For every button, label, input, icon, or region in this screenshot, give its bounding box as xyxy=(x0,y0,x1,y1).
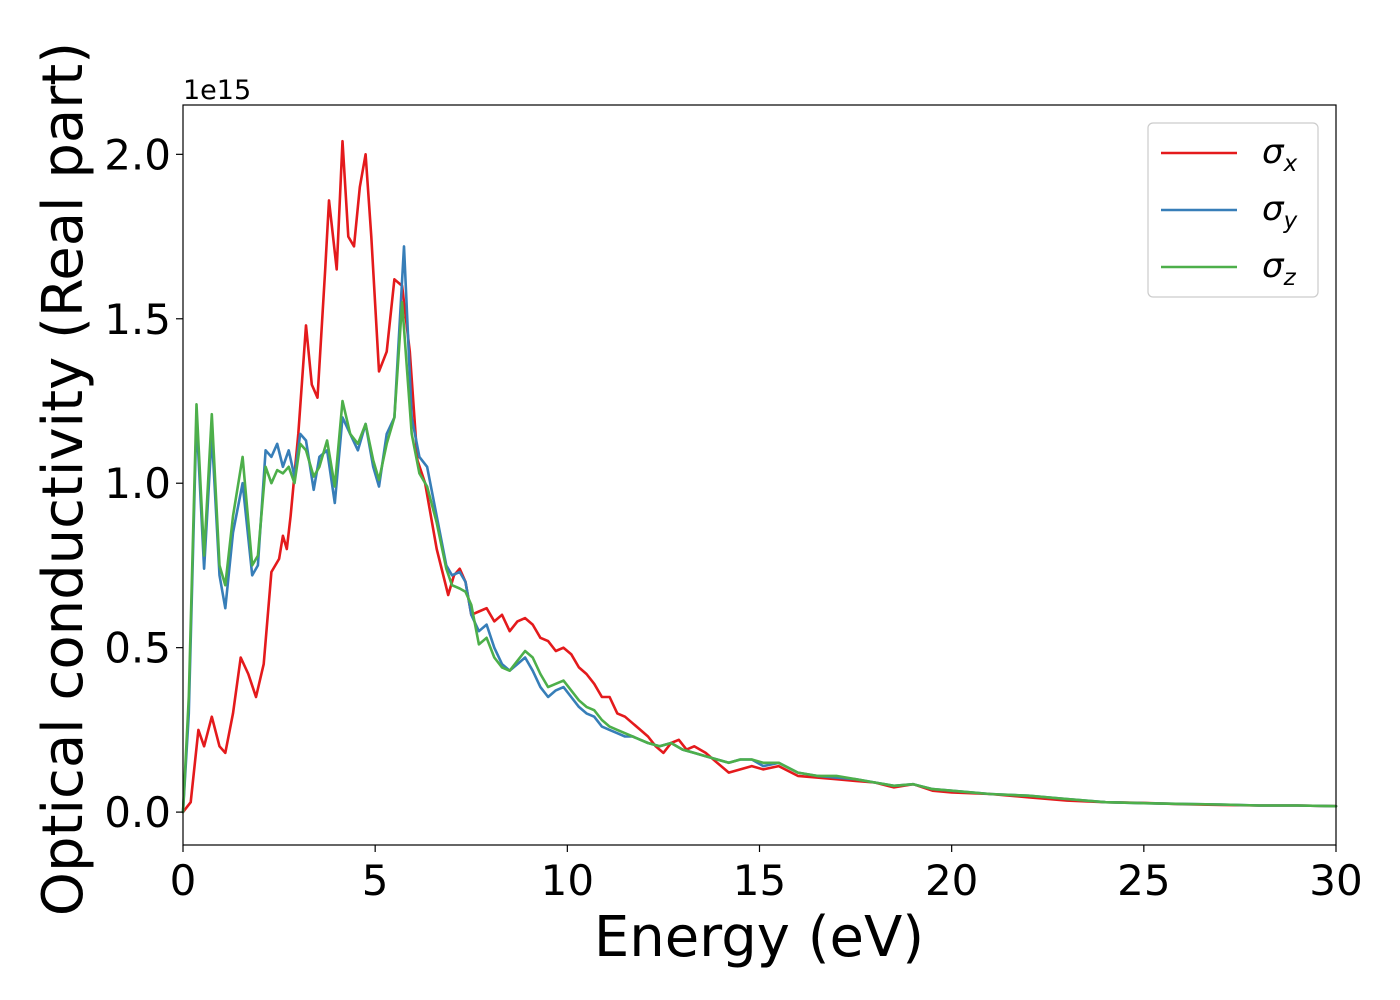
x-tick-label: 10 xyxy=(541,856,594,905)
y-axis-ticks: 0.0 0.5 1.0 1.5 2.0 xyxy=(104,130,183,837)
x-tick-label: 20 xyxy=(925,856,978,905)
y-tick-label: 1.0 xyxy=(104,459,171,508)
y-tick-label: 1.5 xyxy=(104,295,171,344)
x-axis-label: Energy (eV) xyxy=(594,905,924,970)
x-tick-label: 30 xyxy=(1309,856,1362,905)
y-offset-text: 1e15 xyxy=(183,75,251,106)
legend-label-x: σx xyxy=(1262,132,1298,177)
x-axis-ticks: 0 5 10 15 20 25 30 xyxy=(170,845,1363,905)
y-tick-label: 0.0 xyxy=(104,788,171,837)
legend: σx σy σz xyxy=(1147,122,1319,298)
y-tick-label: 0.5 xyxy=(104,624,171,673)
legend-label-z: σz xyxy=(1262,246,1297,291)
legend-label-y: σy xyxy=(1262,189,1298,234)
x-tick-label: 0 xyxy=(170,856,197,905)
x-tick-label: 25 xyxy=(1117,856,1170,905)
series-line-z xyxy=(181,301,1338,814)
series-line-x xyxy=(181,139,1338,814)
y-axis-label: Optical conductivity (Real part) xyxy=(31,42,96,916)
x-tick-label: 15 xyxy=(733,856,786,905)
y-tick-label: 2.0 xyxy=(104,130,171,179)
series-lines xyxy=(181,139,1338,814)
x-tick-label: 5 xyxy=(362,856,389,905)
